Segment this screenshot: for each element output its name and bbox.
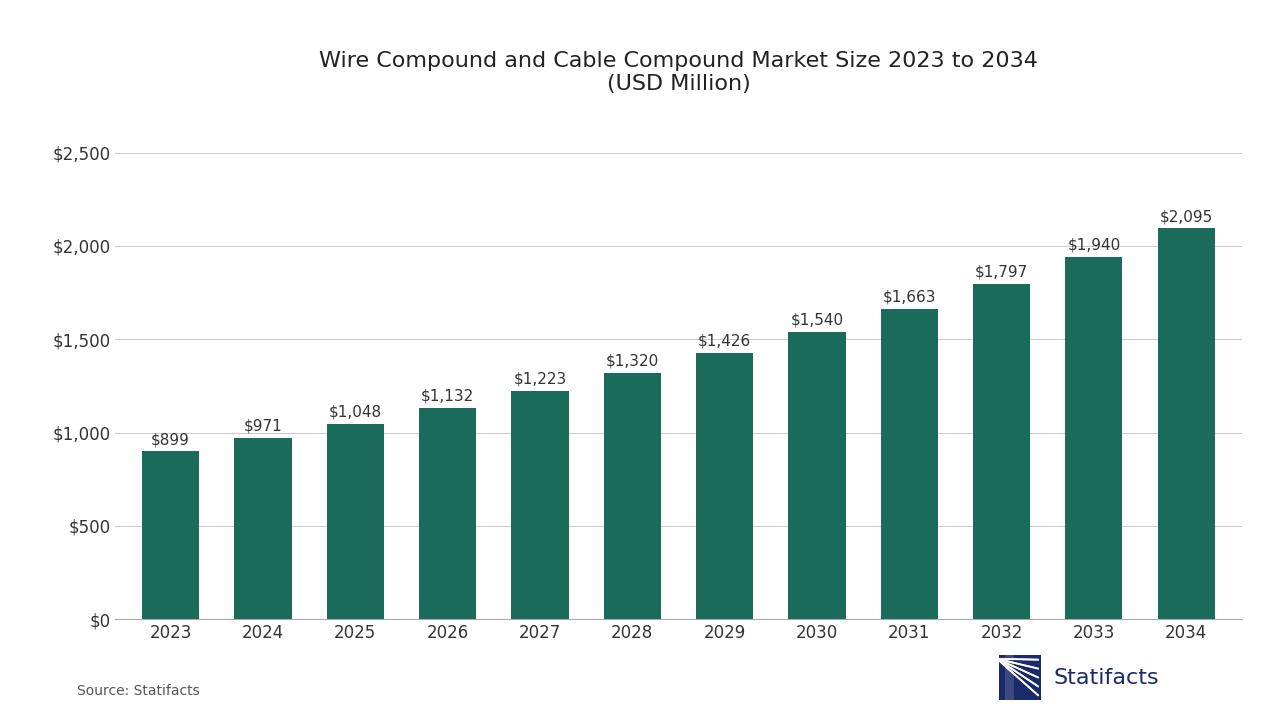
Text: $1,320: $1,320 <box>605 354 659 369</box>
Text: Statifacts: Statifacts <box>1053 667 1160 688</box>
Bar <box>419 408 476 619</box>
Text: $1,223: $1,223 <box>513 372 567 387</box>
Bar <box>992 655 1005 700</box>
Text: $2,095: $2,095 <box>1160 209 1213 224</box>
Text: $1,048: $1,048 <box>329 405 381 420</box>
Bar <box>992 655 1014 700</box>
Text: $1,540: $1,540 <box>790 312 844 328</box>
Bar <box>234 438 292 619</box>
Bar <box>788 332 846 619</box>
Bar <box>1000 655 1005 700</box>
Bar <box>1157 228 1215 619</box>
Text: $1,940: $1,940 <box>1068 238 1120 253</box>
Text: $1,426: $1,426 <box>698 334 751 349</box>
Title: Wire Compound and Cable Compound Market Size 2023 to 2034
(USD Million): Wire Compound and Cable Compound Market … <box>319 51 1038 94</box>
Bar <box>696 353 753 619</box>
Bar <box>142 451 200 619</box>
Bar <box>326 423 384 619</box>
Bar <box>881 309 938 619</box>
Bar <box>1065 257 1123 619</box>
Bar <box>604 373 660 619</box>
Text: $971: $971 <box>243 419 283 434</box>
Bar <box>511 391 568 619</box>
Text: $899: $899 <box>151 432 189 447</box>
Text: Source: Statifacts: Source: Statifacts <box>77 684 200 698</box>
Text: $1,663: $1,663 <box>882 289 936 305</box>
Text: $1,132: $1,132 <box>421 389 474 404</box>
Text: $1,797: $1,797 <box>975 265 1028 279</box>
Bar <box>973 284 1030 619</box>
